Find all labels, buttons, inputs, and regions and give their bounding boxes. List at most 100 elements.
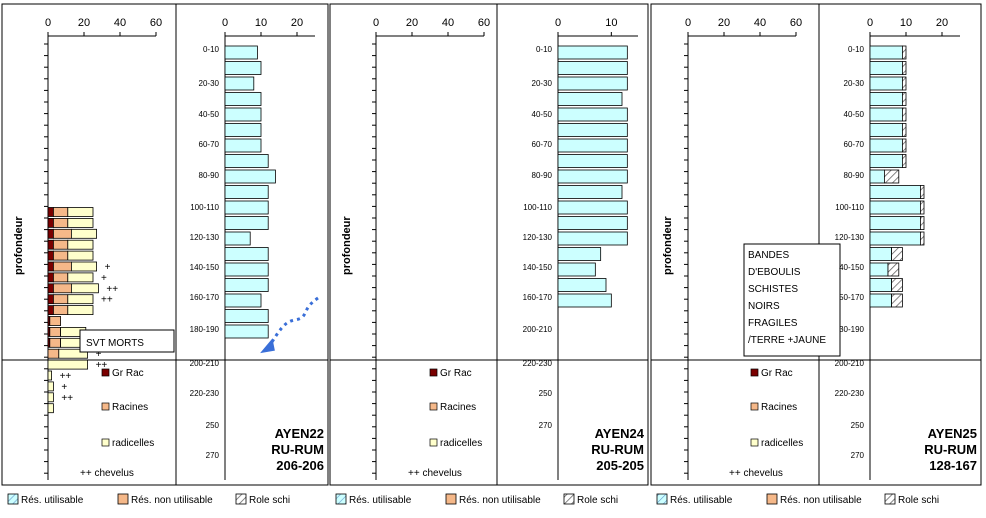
roots-x-tick-label: 60 — [478, 17, 490, 29]
roots-x-tick-label: 40 — [114, 17, 126, 29]
depth-label: 120-130 — [523, 233, 553, 242]
annotation-line: D'EBOULIS — [748, 267, 801, 278]
ru-x-tick-label: 10 — [605, 17, 617, 29]
ru-x-tick-label: 20 — [936, 17, 948, 29]
depth-label: 40-50 — [532, 110, 553, 119]
depth-label: 30-190 — [839, 325, 864, 334]
ru-bar-role-schi — [920, 200, 925, 215]
root-bar-radicelles — [47, 403, 54, 414]
depth-label: 100-110 — [835, 203, 864, 212]
legend-swatch — [445, 493, 457, 505]
depth-label: 270 — [851, 451, 865, 460]
profile-title-line: AYEN22 — [275, 426, 324, 441]
roots-legend-swatch — [101, 438, 110, 447]
ru-bar-res-utilisable — [224, 61, 262, 75]
depth-label: 80-90 — [532, 171, 553, 180]
arrow-head — [260, 338, 275, 354]
ru-bar-res-utilisable — [224, 92, 262, 106]
root-bar-racines — [53, 272, 69, 283]
depth-label: 120-130 — [190, 233, 220, 242]
ru-bar-res-utilisable — [557, 154, 628, 168]
ru-bar-role-schi — [920, 231, 925, 246]
roots-legend-label: radicelles — [112, 438, 154, 449]
legend-swatch — [117, 493, 129, 505]
depth-label: 250 — [851, 421, 865, 430]
annotation-line: /TERRE +JAUNE — [748, 335, 826, 346]
depth-label: 270 — [206, 451, 220, 460]
ru-bar-res-utilisable — [557, 200, 628, 215]
legend-swatch — [656, 493, 668, 505]
ru-x-tick-label: 0 — [222, 17, 228, 29]
profile-title-line: RU-RUM — [591, 442, 644, 457]
roots-legend-swatch — [429, 402, 438, 411]
profile-title-line: RU-RUM — [924, 442, 977, 457]
ru-bar-res-utilisable — [869, 200, 921, 215]
ru-bar-res-utilisable — [869, 262, 889, 277]
annotation-box — [743, 243, 841, 357]
depth-label: 20-30 — [844, 79, 865, 88]
roots-x-tick-label: 0 — [685, 17, 691, 29]
profile-title-line: 205-205 — [596, 458, 644, 473]
depth-label: 60-70 — [532, 140, 553, 149]
annotation-box — [79, 329, 175, 353]
legend-swatch — [884, 493, 896, 505]
ru-bar-role-schi — [902, 154, 907, 168]
ru-bar-role-schi — [891, 278, 903, 292]
roots-legend-swatch — [101, 402, 110, 411]
depth-label: 250 — [206, 421, 220, 430]
root-bar-radicelles — [71, 283, 99, 294]
root-bar-radicelles — [67, 239, 94, 250]
profile-title-line: 128-167 — [929, 458, 977, 473]
ru-bar-res-utilisable — [869, 293, 893, 308]
legend-label: Rés. non utilisable — [459, 495, 541, 506]
roots-x-tick-label: 20 — [78, 17, 90, 29]
root-bar-radicelles — [47, 370, 52, 381]
ru-bar-res-utilisable — [557, 138, 628, 153]
depth-label: 40-50 — [199, 110, 220, 119]
annotation-line: BANDES — [748, 250, 789, 261]
ru-bar-res-utilisable — [869, 185, 921, 199]
depth-label: 220-230 — [523, 359, 553, 368]
roots-legend-label: Racines — [112, 402, 148, 413]
root-bar-radicelles — [47, 392, 54, 403]
roots-legend-label: ++ chevelus — [729, 468, 783, 479]
ru-bar-res-utilisable — [557, 278, 607, 292]
roots-legend-swatch — [750, 402, 759, 411]
root-bar-racines — [47, 348, 60, 359]
roots-legend-swatch — [750, 368, 759, 377]
ru-bar-res-utilisable — [224, 231, 251, 246]
depth-label: 0-10 — [536, 45, 553, 54]
root-bar-gr-rac — [47, 207, 54, 217]
chevelus-mark: ++ — [106, 284, 118, 295]
root-bar-gr-rac — [47, 250, 54, 261]
root-bar-racines — [53, 207, 69, 217]
annotation-line: NOIRS — [748, 301, 780, 312]
ru-bar-res-utilisable — [869, 123, 903, 137]
root-bar-gr-rac — [47, 261, 54, 272]
root-bar-racines — [53, 250, 69, 261]
annotation-text: SVT MORTS — [86, 338, 144, 349]
roots-legend-label: Gr Rac — [112, 368, 144, 379]
roots-legend-label: Racines — [761, 402, 797, 413]
chevelus-mark: + — [96, 349, 102, 360]
roots-legend-swatch — [750, 438, 759, 447]
ru-bar-res-utilisable — [557, 247, 602, 261]
ru-bar-res-utilisable — [557, 231, 628, 246]
ru-bar-res-utilisable — [224, 169, 276, 184]
depth-label: 200-210 — [523, 325, 553, 334]
depth-label: 160-170 — [190, 293, 220, 302]
legend-swatch — [766, 493, 778, 505]
depth-label: 20-30 — [199, 79, 220, 88]
ru-bar-res-utilisable — [557, 107, 628, 122]
ru-bar-role-schi — [902, 61, 907, 75]
legend-label: Rés. non utilisable — [131, 495, 213, 506]
ru-x-tick-label: 20 — [291, 17, 303, 29]
roots-legend-swatch — [429, 368, 438, 377]
roots-legend-label: ++ chevelus — [408, 468, 462, 479]
root-bar-gr-rac — [47, 228, 54, 239]
chevelus-mark: + — [101, 273, 107, 284]
root-bar-radicelles — [71, 261, 98, 272]
ru-bar-res-utilisable — [224, 107, 262, 122]
annotation-line: FRAGILES — [748, 318, 798, 329]
